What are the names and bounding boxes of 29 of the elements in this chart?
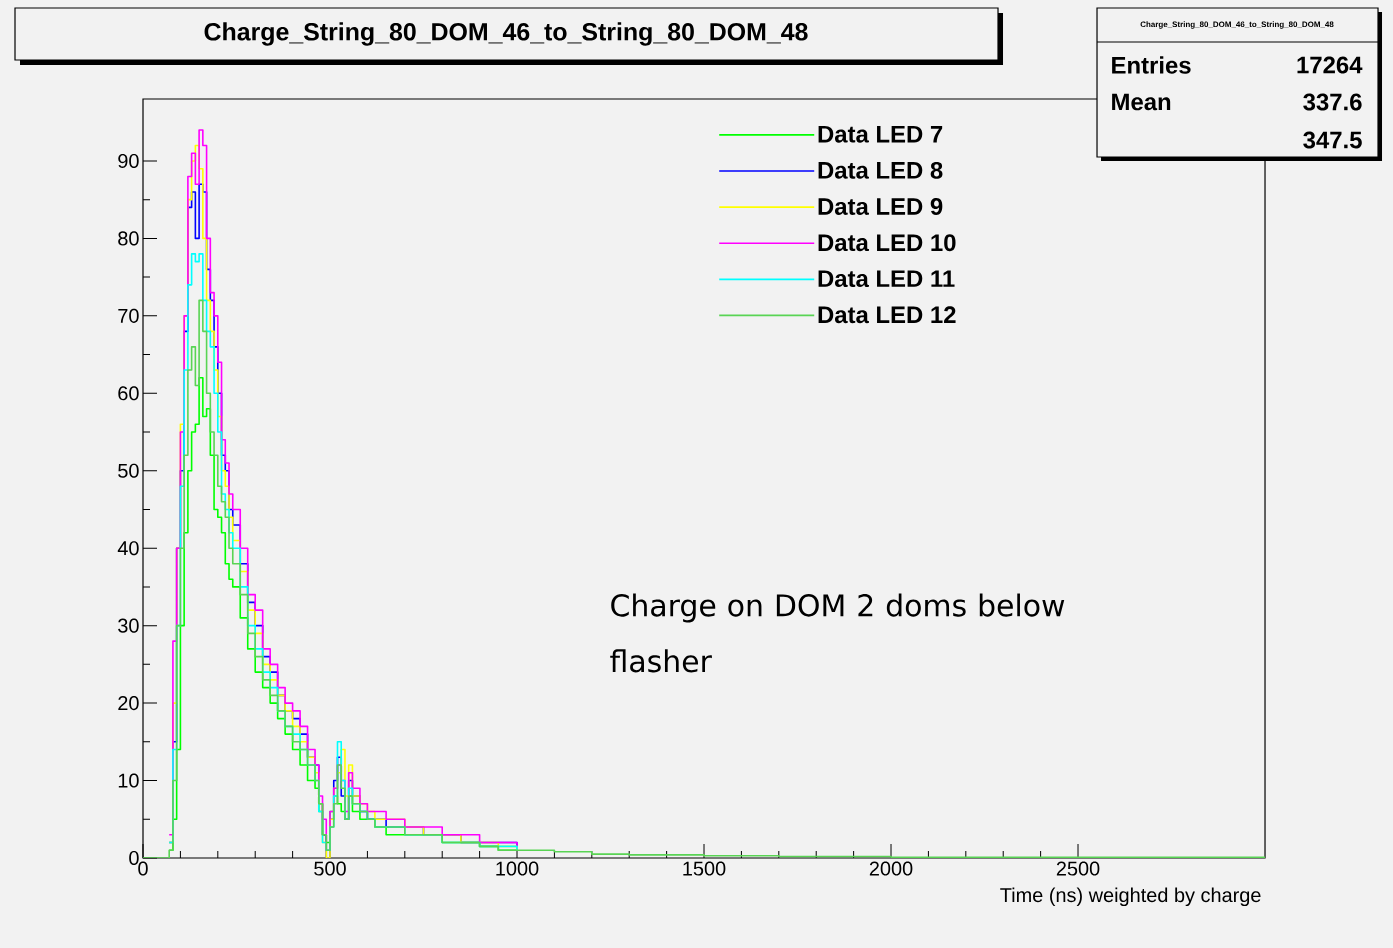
- y-tick-label: 50: [118, 463, 139, 478]
- legend-label: Data LED 7: [818, 125, 943, 143]
- y-tick-label: 70: [118, 308, 139, 323]
- x-axis-title: Time (ns) weighted by charge: [1000, 887, 1261, 907]
- text: Entries: [1112, 56, 1191, 74]
- y-tick-label: 80: [118, 231, 139, 246]
- text: 337.6: [1303, 93, 1362, 111]
- x-tick-label: 2500: [1056, 861, 1100, 876]
- y-tick-label: 90: [118, 153, 139, 168]
- y-tick-label: 40: [117, 541, 139, 556]
- annotation: Charge on DOM 2 doms below flasher: [610, 593, 1065, 673]
- y-tick-label: 20: [118, 696, 139, 711]
- y-tick-label: 10: [118, 773, 139, 788]
- y-tick-label: 30: [118, 618, 139, 633]
- x-tick-label: 2000: [869, 861, 913, 876]
- legend-label: Data LED 12: [818, 306, 956, 324]
- legend-label: Data LED 10: [818, 234, 956, 252]
- x-tick-label: 1500: [683, 861, 726, 876]
- text: 347.5: [1303, 131, 1362, 149]
- annotation: Mean: [1112, 93, 1171, 111]
- chart-title: Charge_String_80_DOM_46_to_String_80_DOM_48: [204, 22, 808, 46]
- legend-label: Data LED 8: [818, 161, 943, 179]
- x-tick-label: 1000: [496, 861, 539, 876]
- legend-label: Data LED 9: [818, 198, 943, 215]
- text: 17264: [1297, 56, 1363, 74]
- x-tick-label: 500: [314, 861, 346, 876]
- y-tick-label: 60: [118, 386, 139, 401]
- y-tick-label: 0: [129, 850, 139, 866]
- legend-label: Data LED 11: [818, 270, 955, 288]
